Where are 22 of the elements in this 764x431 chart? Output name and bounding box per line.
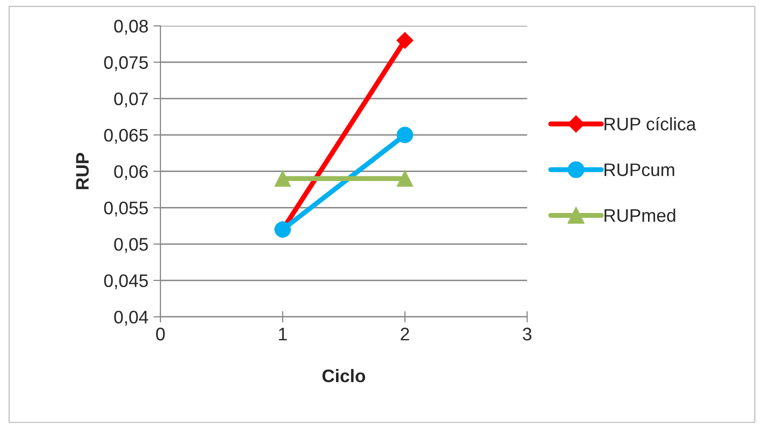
y-tick-label: 0,065 xyxy=(104,128,148,144)
x-tick-label: 1 xyxy=(279,328,287,340)
y-axis-title: RUP xyxy=(76,152,89,190)
legend-label: RUPmed xyxy=(604,208,676,222)
x-axis-title: Ciclo xyxy=(322,369,366,382)
y-tick-label: 0,045 xyxy=(104,274,148,290)
y-tick-label: 0,04 xyxy=(114,310,148,326)
legend-label: RUPcum xyxy=(604,164,674,176)
point xyxy=(396,32,414,49)
x-tick-label: 0 xyxy=(156,328,165,340)
point xyxy=(396,170,414,187)
y-tick-label: 0,07 xyxy=(114,92,148,108)
y-tick-label: 0,05 xyxy=(114,238,148,253)
x-tick-label: 3 xyxy=(522,328,532,340)
point xyxy=(396,126,414,144)
y-tick-label: 0,08 xyxy=(114,20,148,35)
point xyxy=(274,170,291,187)
x-tick-label: 2 xyxy=(400,328,410,340)
legend-label: RUP cíclica xyxy=(604,116,696,130)
y-tick-label: 0,06 xyxy=(114,165,148,180)
y-tick-label: 0,055 xyxy=(104,202,148,217)
y-tick-label: 0,075 xyxy=(104,56,148,72)
